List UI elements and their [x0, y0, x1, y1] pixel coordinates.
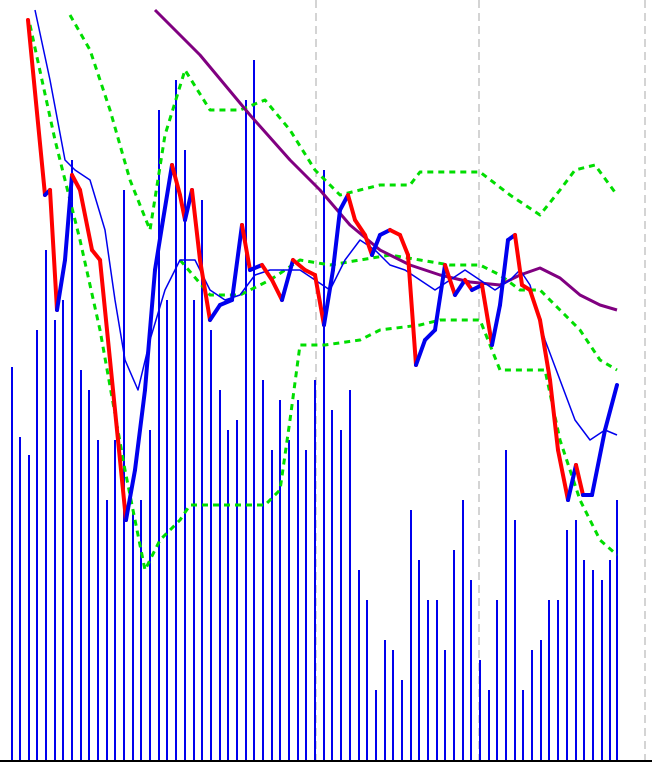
price-segment: [133, 388, 147, 472]
price-segment: [513, 233, 524, 287]
price-segment: [398, 233, 410, 257]
plot: [11, 8, 619, 760]
price-segment: [78, 188, 94, 252]
price-segment: [208, 303, 222, 322]
price-segment: [331, 208, 342, 272]
price-segment: [248, 263, 264, 272]
price-segment: [528, 288, 542, 322]
price-segment: [423, 328, 437, 342]
price-segment: [48, 188, 59, 312]
price-segment: [270, 278, 284, 302]
price-segment: [230, 223, 244, 302]
price-segment: [198, 258, 212, 322]
price-segment: [280, 258, 295, 302]
price-segment: [490, 303, 502, 347]
price-segment: [548, 378, 560, 452]
price-segment: [143, 268, 157, 392]
average-line: [153, 8, 618, 312]
price-segment: [313, 273, 326, 327]
price-segment: [322, 268, 335, 327]
price-segment: [190, 188, 202, 262]
price-segment: [556, 448, 570, 502]
band-line: [28, 24, 618, 572]
price-segment: [574, 463, 585, 497]
price-segment: [363, 233, 374, 257]
price-segment: [70, 173, 82, 192]
price-segment: [453, 278, 467, 297]
price-segment: [55, 258, 67, 312]
price-segment: [161, 163, 174, 222]
price-segment: [346, 193, 357, 222]
price-segment: [406, 253, 418, 367]
price-segment: [63, 173, 74, 262]
price-segment: [353, 218, 367, 237]
price-segment: [153, 218, 165, 272]
price-segment: [414, 338, 427, 367]
price-segment: [240, 223, 252, 272]
price-segment: [370, 233, 382, 257]
price-segment: [90, 248, 102, 262]
price-segment: [218, 298, 234, 307]
price-segment: [170, 163, 182, 197]
price-segment: [26, 18, 47, 197]
price-segment: [108, 358, 120, 442]
price-segment: [463, 278, 474, 292]
price-segment: [566, 463, 578, 502]
price-segment: [433, 263, 447, 332]
price-segment: [124, 468, 137, 522]
band-line: [68, 14, 619, 232]
price-segment: [480, 283, 494, 347]
price-segment: [291, 258, 307, 272]
price-segment: [538, 318, 552, 382]
price-segment: [498, 238, 510, 307]
price-segment: [98, 258, 112, 362]
price-segment: [590, 428, 607, 497]
price-segment: [260, 263, 274, 282]
band-line: [178, 253, 618, 372]
price-segment: [443, 263, 457, 297]
price-segment: [603, 383, 619, 432]
price-segment: [116, 438, 128, 522]
